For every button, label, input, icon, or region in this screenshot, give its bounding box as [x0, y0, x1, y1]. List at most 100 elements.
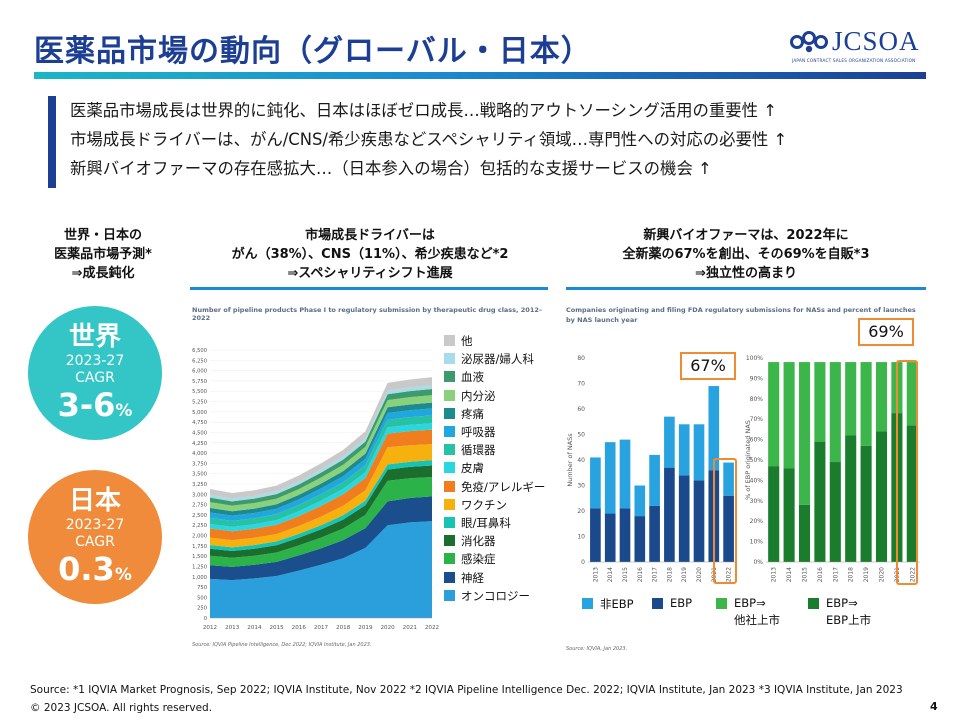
bar-segment [619, 508, 631, 562]
y-tick-label: 60 [577, 406, 585, 413]
legend-swatch [444, 517, 455, 528]
legend-label: EBP [670, 596, 693, 610]
bar-segment [678, 424, 690, 476]
legend-label: 他社上市 [734, 613, 780, 627]
x-tick-label: 2017 [314, 625, 329, 631]
legend-item: ワクチン [444, 497, 556, 513]
legend-label: 疼痛 [461, 406, 484, 421]
legend-label: EBP⇒ [826, 596, 858, 610]
x-tick-label: 2020 [380, 625, 395, 631]
col3-separator [566, 287, 926, 290]
area-series [210, 423, 432, 532]
legend-label: 消化器 [461, 534, 496, 549]
summary-line: 医薬品市場成長は世界的に鈍化、日本はほぼゼロ成長…戦略的アウトソーシング活用の重… [70, 101, 778, 120]
legend-swatch [582, 598, 593, 609]
logo-subtitle: JAPAN CONTRACT SALES ORGANIZATION ASSOCI… [792, 58, 916, 63]
legend-item: 神経 [444, 570, 556, 586]
legend-item: 内分泌 [444, 388, 556, 404]
y-tick-label: 10 [577, 534, 585, 541]
legend-item: 消化器 [444, 533, 556, 549]
x-tick-label: 2022 [425, 625, 439, 631]
x-tick-label: 2014 [247, 625, 262, 631]
x-tick-label: 2012 [203, 625, 217, 631]
legend-swatch [444, 589, 455, 601]
y-tick-label: 1,750 [192, 544, 207, 550]
callout-67-label: 67% [680, 352, 736, 380]
legend-item: 他 [444, 333, 556, 349]
pipeline-chart-panel: Number of pipeline products Phase I to r… [190, 298, 550, 660]
legend-swatch [444, 426, 455, 437]
y-tick-label: 5,250 [192, 400, 207, 406]
x-tick-label: 2018 [666, 567, 673, 582]
x-tick-label: 2022 [909, 567, 916, 582]
pipeline-legend: 他泌尿器/婦人科 血液 内分泌 疼痛 呼吸器 循環器 皮膚 免疫/アレルギー ワクチン 眼/耳鼻科… [444, 333, 556, 613]
y-axis-label: % of EBP originated NAS [744, 420, 752, 500]
area-series [210, 395, 432, 512]
x-tick-label: 2015 [269, 625, 284, 631]
legend-swatch [444, 553, 455, 565]
legend-label: EBP⇒ [734, 596, 766, 610]
y-tick-label: 50 [577, 432, 585, 439]
page-number: 4 [930, 700, 938, 713]
japan-label: 日本 [68, 486, 121, 516]
area-series [210, 465, 432, 558]
x-tick-label: 2022 [726, 567, 733, 582]
bar-segment [590, 457, 601, 509]
bar-segment [723, 495, 734, 562]
y-tick-label: 3,750 [192, 461, 207, 467]
y-tick-label: 0 [581, 559, 585, 566]
bar-segment [590, 508, 601, 562]
bar-segment [814, 362, 826, 442]
x-tick-label: 2013 [592, 567, 599, 582]
y-tick-label: 2,250 [192, 523, 207, 529]
world-label: 世界 [68, 322, 121, 352]
y-axis-label: Number of NASs [566, 433, 574, 487]
jcsoa-logo: JCSOA JAPAN CONTRACT SALES ORGANIZATION … [790, 24, 930, 68]
x-tick-label: 2019 [863, 567, 870, 582]
legend-label: 皮膚 [461, 461, 484, 476]
legend-swatch [652, 598, 663, 609]
y-tick-label: 70 [577, 381, 585, 388]
x-tick-label: 2017 [652, 567, 659, 582]
pipeline-chart-title: Number of pipeline products Phase I to r… [192, 306, 543, 322]
legend-label: 内分泌 [461, 388, 496, 403]
bar-segment [634, 485, 646, 517]
y-tick-label: 500 [197, 595, 207, 601]
ebp-percent-bar-chart: 0% 10% 20% 30% 40% 50% 60% 70% 80% 90% 100% % of EB… [744, 355, 920, 582]
legend-label: 循環器 [461, 443, 496, 458]
bar-segment [649, 454, 660, 506]
bar-segment [768, 362, 780, 467]
world-period: 2023-27 [65, 353, 125, 369]
legend-label: 非EBP [600, 597, 634, 611]
x-tick-label: 2014 [607, 567, 614, 582]
legend-item: 皮膚 [444, 460, 556, 476]
pipeline-area-chart: 0 250 500 750 1,000 1,250 1,500 1,750 2,000 2,250… [192, 348, 439, 631]
footer-source: Source: *1 IQVIA Market Prognosis, Sep 2… [30, 684, 903, 696]
ebp-chart-title-1: Companies originating and filing FDA reg… [566, 306, 916, 314]
bar-segment [798, 362, 811, 505]
y-tick-label: 2,000 [192, 534, 207, 540]
callout-2022-bar-left [713, 458, 737, 584]
y-tick-label: 50% [750, 457, 764, 464]
japan-period: 2023-27 [65, 517, 125, 533]
x-tick-label: 2018 [848, 567, 855, 582]
legend-swatch [444, 389, 455, 401]
x-tick-label: 2019 [681, 567, 688, 582]
y-tick-label: 4,000 [192, 451, 207, 457]
bar-segment [664, 467, 675, 562]
y-tick-label: 2,750 [192, 503, 207, 509]
bar-segment [678, 475, 690, 562]
title-underline [34, 72, 926, 79]
y-tick-label: 750 [197, 585, 207, 591]
japan-cagr-circle: 日本 2023-27 CAGR 0.3% [28, 470, 162, 604]
col2-heading: 市場成長ドライバーは がん（38%）、CNS（11%）、希少疾患など*2 ⇒スペ… [231, 228, 509, 281]
legend-label: オンコロジー [461, 588, 530, 603]
x-tick-label: 2014 [786, 567, 793, 582]
col2-separator [190, 287, 548, 290]
x-tick-label: 2013 [771, 567, 778, 582]
legend-swatch [444, 535, 455, 547]
y-tick-label: 40 [577, 457, 585, 464]
y-tick-label: 3,250 [192, 482, 207, 488]
area-series [210, 521, 432, 618]
y-tick-label: 60% [750, 437, 764, 444]
